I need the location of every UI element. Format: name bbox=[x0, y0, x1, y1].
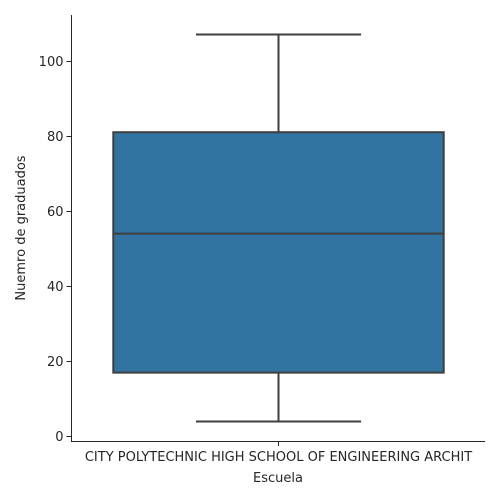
y-axis-label: Nuemro de graduados bbox=[14, 155, 29, 300]
y-tick-label: 80 bbox=[47, 130, 64, 145]
y-tick-label: 60 bbox=[47, 205, 64, 220]
plot-area: 0 20 40 60 80 100 CITY POLYTECHNIC HIGH SCHOO… bbox=[39, 15, 485, 465]
x-tick-label: CITY POLYTECHNIC HIGH SCHOOL OF ENGINEER… bbox=[85, 450, 472, 465]
y-tick-label: 20 bbox=[47, 355, 64, 370]
y-tick-label: 0 bbox=[55, 430, 63, 445]
x-ticks: CITY POLYTECHNIC HIGH SCHOOL OF ENGINEER… bbox=[85, 441, 472, 465]
x-axis-label: Escuela bbox=[253, 471, 303, 486]
y-tick-label: 100 bbox=[39, 55, 64, 70]
box-iqr bbox=[112, 131, 445, 374]
y-ticks: 0 20 40 60 80 100 bbox=[39, 55, 72, 445]
boxes bbox=[112, 33, 445, 423]
y-tick-label: 40 bbox=[47, 280, 64, 295]
